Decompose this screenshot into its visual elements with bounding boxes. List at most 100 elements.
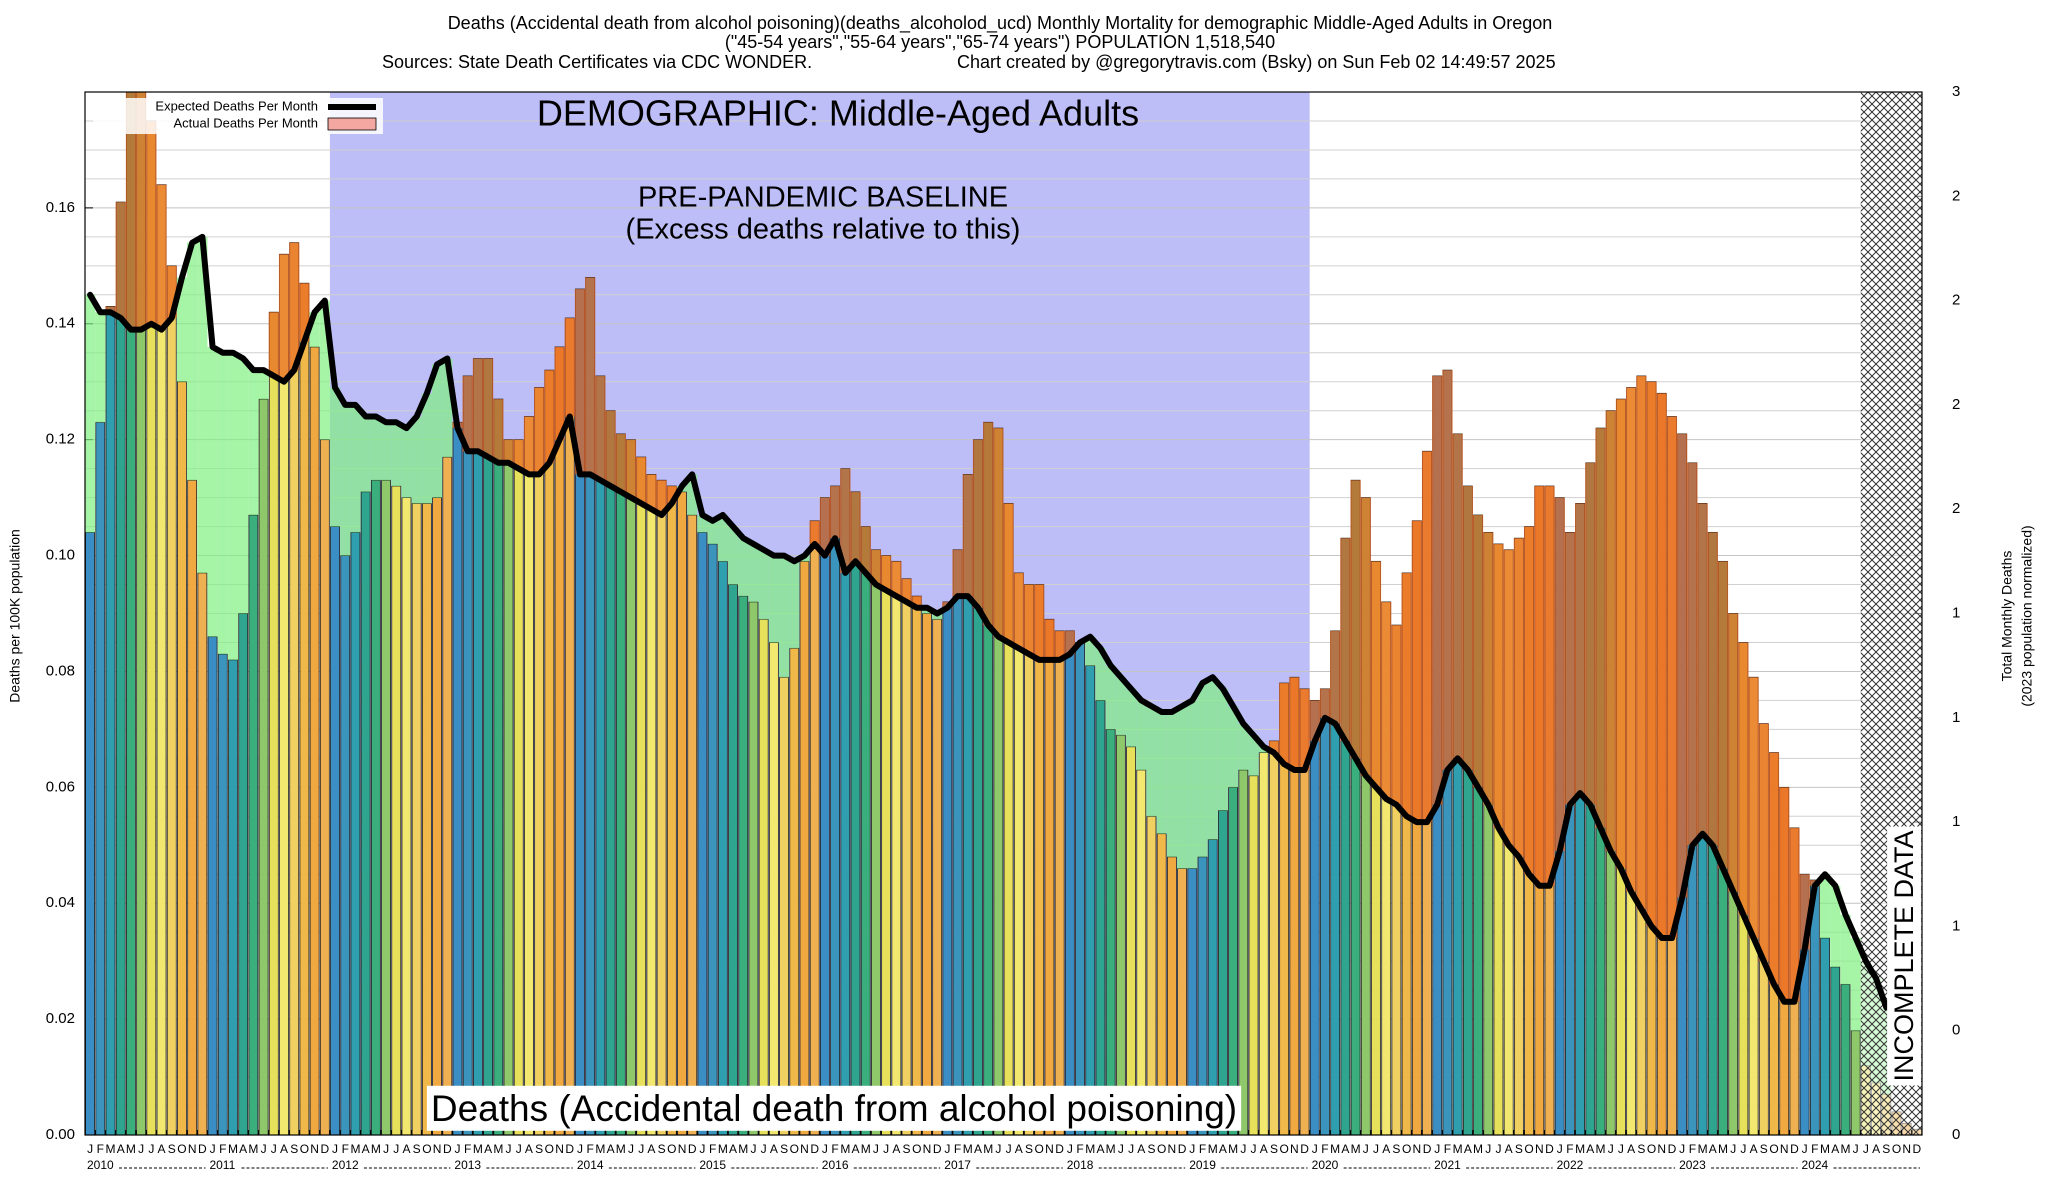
- x-tick-label: J: [1189, 1142, 1195, 1156]
- excess-area: [1575, 503, 1586, 794]
- deficit-area: [738, 538, 749, 597]
- excess-area: [1330, 630, 1341, 724]
- chart-source: Sources: State Death Certificates via CD…: [382, 52, 812, 72]
- bar: [1085, 665, 1096, 1136]
- bar: [626, 439, 636, 1136]
- x-tick-label: D: [933, 1142, 942, 1156]
- excess-area: [636, 457, 647, 504]
- excess-area: [513, 439, 524, 469]
- deficit-area: [1830, 885, 1841, 967]
- bar: [554, 346, 565, 1136]
- x-tick-label: D: [198, 1142, 207, 1156]
- x-tick-label: J: [1240, 1142, 1246, 1156]
- x-tick-label: M: [963, 1142, 973, 1156]
- excess-area: [1411, 520, 1422, 823]
- excess-area: [1585, 462, 1596, 805]
- bar: [1075, 642, 1085, 1136]
- x-tick-label: M: [1596, 1142, 1606, 1156]
- bar: [656, 479, 667, 1136]
- x-tick-label: A: [117, 1142, 125, 1156]
- plot-frame: [84, 91, 1923, 1136]
- deficit-area: [1217, 688, 1229, 811]
- bar: [871, 549, 881, 1136]
- x-tick-label: A: [402, 1142, 410, 1156]
- x-tick-label: S: [168, 1142, 176, 1156]
- excess-area: [1503, 549, 1514, 846]
- bar: [1054, 630, 1065, 1136]
- excess-area: [870, 549, 882, 585]
- x-tick-label: F: [709, 1142, 716, 1156]
- deficit-area: [1207, 677, 1218, 840]
- excess-area: [1034, 584, 1045, 660]
- deficit-area: [1166, 712, 1177, 857]
- deficit-area: [370, 416, 381, 481]
- x-tick-label: D: [1668, 1142, 1677, 1156]
- excess-area: [1360, 497, 1371, 776]
- excess-area: [1717, 561, 1729, 869]
- x-tick-label: J: [332, 1142, 338, 1156]
- bar: [330, 526, 340, 1136]
- x-tick-label: A: [1096, 1142, 1104, 1156]
- x-tick-label: M: [1820, 1142, 1830, 1156]
- excess-area: [1523, 526, 1535, 875]
- bar: [1258, 752, 1269, 1136]
- excess-area: [503, 439, 514, 463]
- excess-area: [1656, 393, 1667, 938]
- excess-area: [891, 561, 902, 597]
- x-tick-label: S: [1025, 1142, 1033, 1156]
- x-tick-label: A: [974, 1142, 982, 1156]
- excess-area: [860, 526, 871, 573]
- x-tick-label: F: [1689, 1142, 1696, 1156]
- bar: [115, 201, 126, 1136]
- deficit-area: [380, 422, 392, 481]
- excess-area: [278, 254, 290, 382]
- baseline-note: (Excess deaths relative to this): [626, 214, 1021, 246]
- bar: [666, 485, 677, 1136]
- excess-area: [1697, 503, 1708, 834]
- excess-area: [1044, 619, 1055, 660]
- x-tick-label: A: [484, 1142, 492, 1156]
- x-tick-label: S: [1637, 1142, 1645, 1156]
- x-tick-label: O: [790, 1142, 799, 1156]
- excess-area: [1003, 503, 1014, 643]
- x-tick-label: A: [852, 1142, 860, 1156]
- x-tick-label: J: [1863, 1142, 1869, 1156]
- excess-area: [1013, 572, 1024, 649]
- x-tick-label: O: [1157, 1142, 1166, 1156]
- excess-area: [646, 474, 657, 510]
- x-tick-label: A: [1831, 1142, 1839, 1156]
- bar: [421, 503, 432, 1136]
- excess-area: [544, 370, 555, 463]
- bar: [901, 578, 912, 1136]
- bar: [442, 456, 453, 1136]
- bar: [728, 584, 738, 1136]
- x-tick-label: N: [555, 1142, 564, 1156]
- x-tick-label: M: [595, 1142, 605, 1156]
- y-tick-label: 0.16: [46, 199, 75, 216]
- excess-area: [1768, 752, 1780, 985]
- bar: [228, 659, 238, 1136]
- y2-tick-label: 1: [1952, 917, 1960, 934]
- bar: [248, 514, 259, 1136]
- bar: [697, 531, 708, 1136]
- x-tick-label: N: [1535, 1142, 1544, 1156]
- excess-area: [146, 120, 157, 324]
- excess-area: [952, 549, 963, 597]
- x-tick-label: A: [1586, 1142, 1594, 1156]
- x-tick-label: M: [228, 1142, 238, 1156]
- x-tick-label: F: [97, 1142, 104, 1156]
- x-tick-label: A: [239, 1142, 247, 1156]
- bar: [340, 555, 351, 1136]
- deficit-area: [1136, 700, 1147, 770]
- x-tick-label: A: [647, 1142, 655, 1156]
- x-tick-label: N: [678, 1142, 687, 1156]
- bar: [370, 479, 381, 1136]
- deficit-area: [727, 526, 739, 585]
- x-tick-label: F: [1566, 1142, 1573, 1156]
- x-tick-label: F: [1199, 1142, 1206, 1156]
- x-tick-label: J: [210, 1142, 216, 1156]
- deficit-area: [176, 277, 188, 382]
- bar: [1034, 584, 1045, 1136]
- bar: [881, 555, 892, 1136]
- excess-area: [595, 375, 606, 481]
